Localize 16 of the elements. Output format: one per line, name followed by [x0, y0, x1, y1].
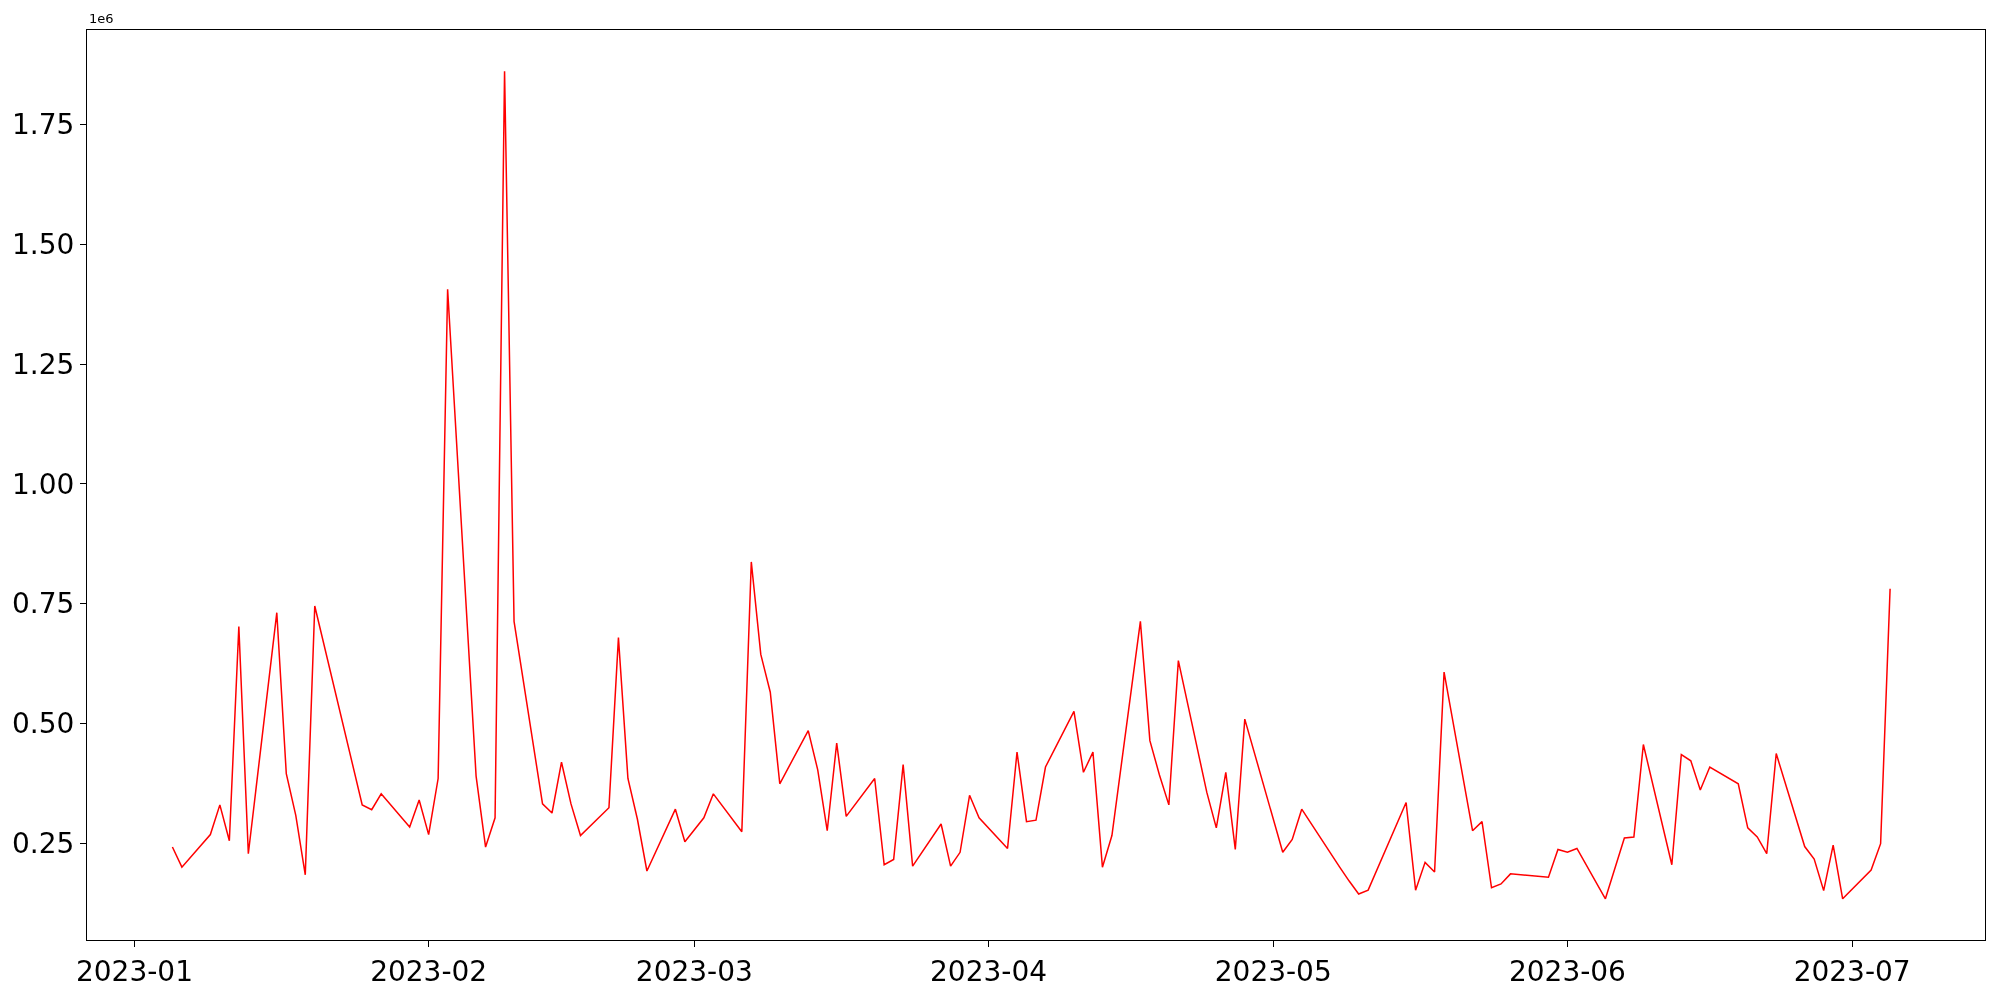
line-series — [171, 70, 1891, 900]
x-tick-label: 2023-04 — [930, 954, 1048, 988]
y-tick-label: 1.00 — [11, 467, 75, 501]
y-tick-label: 0.25 — [11, 827, 75, 860]
x-tick-label: 2023-01 — [75, 954, 193, 988]
y-tick-label: 1.50 — [11, 228, 75, 261]
y-tick-label: 1.75 — [11, 108, 75, 142]
x-tick-label: 2023-02 — [370, 954, 488, 988]
x-tick-label: 2023-05 — [1214, 954, 1332, 988]
y-tick-label: 1.25 — [11, 347, 75, 381]
text: 1e6 — [89, 11, 114, 26]
y-tick-label: 0.75 — [11, 587, 75, 621]
y-tick-label: 0.50 — [11, 707, 75, 741]
x-tick-label: 2023-06 — [1508, 954, 1626, 988]
x-tick-label: 2023-03 — [635, 954, 753, 988]
x-tick-label: 2023-07 — [1793, 954, 1911, 988]
